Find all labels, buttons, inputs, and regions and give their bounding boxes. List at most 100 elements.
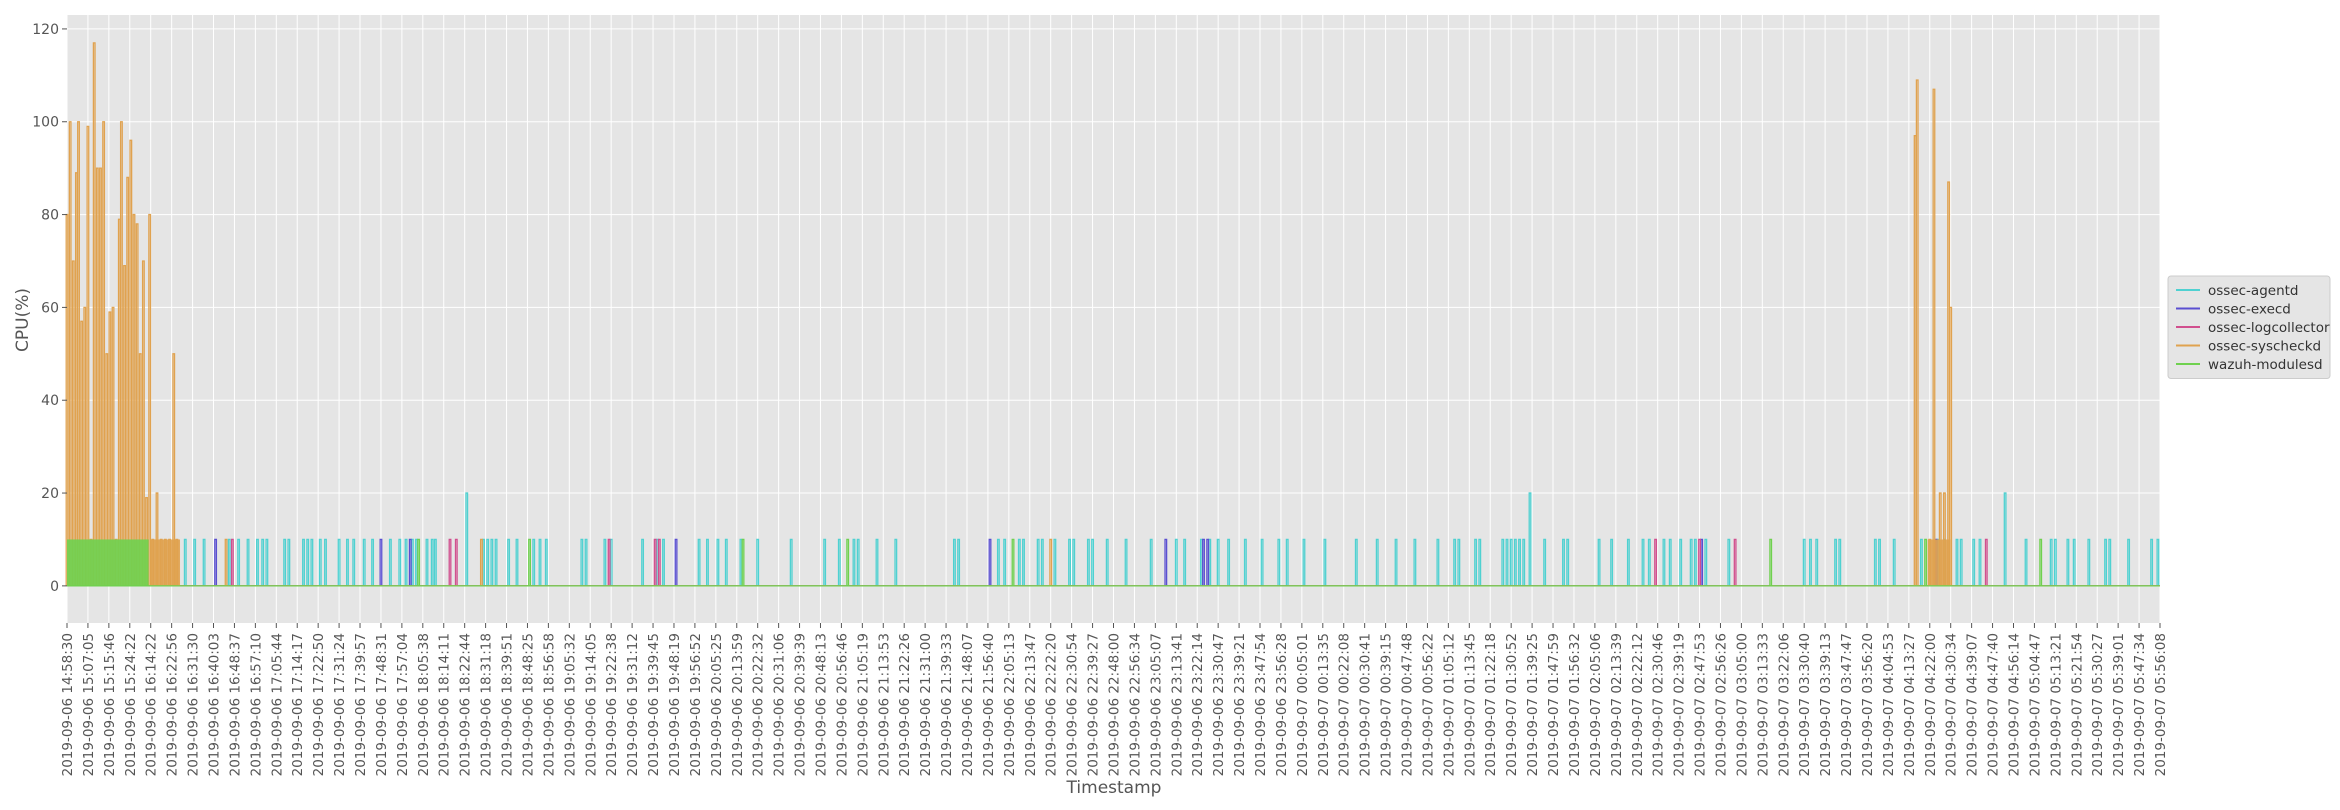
data-point xyxy=(1924,538,1928,586)
y-tick-label: 100 xyxy=(32,115,59,131)
data-point xyxy=(584,538,588,586)
data-point xyxy=(1354,538,1358,586)
x-tick-label: 2019-09-06 20:48:13 xyxy=(813,633,829,776)
data-point xyxy=(515,538,519,586)
x-tick-label: 2019-09-06 16:22:56 xyxy=(165,633,181,776)
data-point xyxy=(83,306,87,586)
x-tick-label: 2019-09-06 21:48:07 xyxy=(960,633,976,776)
x-tick-label: 2019-09-06 23:39:21 xyxy=(1232,633,1248,776)
data-point xyxy=(1436,538,1440,586)
data-point xyxy=(119,121,123,586)
x-tick-label: 2019-09-07 00:05:01 xyxy=(1295,633,1311,776)
data-point xyxy=(1919,538,1923,586)
x-tick-label: 2019-09-06 22:13:47 xyxy=(1023,633,1039,776)
data-point xyxy=(1689,538,1693,586)
data-point xyxy=(756,538,760,586)
data-point xyxy=(957,538,961,586)
data-point xyxy=(1216,538,1220,586)
x-tick-label: 2019-09-07 05:21:54 xyxy=(2069,633,2085,776)
data-point xyxy=(1928,538,1932,586)
data-point xyxy=(1959,538,1963,586)
data-point xyxy=(1017,538,1021,586)
data-point xyxy=(697,538,701,586)
data-point xyxy=(674,538,678,586)
data-point xyxy=(653,538,657,586)
x-tick-label: 2019-09-07 01:39:25 xyxy=(1525,633,1541,776)
data-point xyxy=(337,538,341,586)
data-point xyxy=(716,538,720,586)
data-point xyxy=(163,538,167,586)
x-tick-label: 2019-09-06 20:13:59 xyxy=(730,633,746,776)
x-tick-label: 2019-09-06 15:24:22 xyxy=(123,633,139,776)
data-point xyxy=(507,538,511,586)
x-tick-label: 2019-09-07 01:05:12 xyxy=(1441,633,1457,776)
data-point xyxy=(1834,538,1838,586)
data-point xyxy=(952,538,956,586)
y-tick-label: 20 xyxy=(41,486,59,502)
data-point xyxy=(2049,538,2053,586)
x-tick-label: 2019-09-06 18:14:11 xyxy=(437,633,453,776)
data-point xyxy=(1505,538,1509,586)
data-point xyxy=(1164,538,1168,586)
data-point xyxy=(1053,538,1057,586)
x-tick-label: 2019-09-06 19:56:52 xyxy=(688,633,704,776)
x-tick-label: 2019-09-07 04:47:40 xyxy=(1986,633,2002,776)
x-tick-label: 2019-09-07 04:56:14 xyxy=(2006,633,2022,776)
data-point xyxy=(2104,538,2108,586)
x-tick-label: 2019-09-06 21:05:19 xyxy=(855,633,871,776)
data-point xyxy=(1679,538,1683,586)
data-point xyxy=(1733,538,1737,586)
data-point xyxy=(155,492,159,586)
x-tick-label: 2019-09-06 21:31:00 xyxy=(918,633,934,776)
legend-label: ossec-agentd xyxy=(2208,283,2299,299)
legend-label: ossec-syscheckd xyxy=(2208,339,2321,355)
data-point xyxy=(1809,538,1812,586)
data-point xyxy=(1040,538,1044,586)
data-point xyxy=(388,538,392,586)
data-point xyxy=(1955,538,1959,586)
data-point xyxy=(302,538,305,586)
data-point xyxy=(486,538,490,586)
data-point xyxy=(71,260,75,586)
x-tick-label: 2019-09-06 23:30:47 xyxy=(1211,633,1227,776)
data-point xyxy=(2087,538,2091,586)
data-point xyxy=(310,538,314,586)
x-tick-label: 2019-09-07 05:47:34 xyxy=(2132,633,2148,776)
data-point xyxy=(1727,538,1731,586)
x-tick-label: 2019-09-07 03:30:40 xyxy=(1797,633,1813,776)
x-tick-label: 2019-09-06 21:13:53 xyxy=(876,633,892,776)
data-point xyxy=(102,121,106,586)
data-point xyxy=(1022,538,1025,586)
x-tick-label: 2019-09-06 19:48:19 xyxy=(667,633,683,776)
data-point xyxy=(1528,492,1532,586)
x-tick-label: 2019-09-06 18:05:38 xyxy=(416,633,432,776)
data-point xyxy=(362,538,366,586)
data-point xyxy=(580,538,584,586)
x-tick-label: 2019-09-06 16:31:30 xyxy=(186,633,202,776)
data-point xyxy=(151,538,155,586)
data-point xyxy=(1878,538,1881,586)
data-point xyxy=(823,538,827,586)
x-tick-label: 2019-09-06 22:22:20 xyxy=(1044,633,1060,776)
x-tick-label: 2019-09-07 01:56:32 xyxy=(1567,633,1583,776)
data-point xyxy=(172,353,176,586)
data-point xyxy=(1873,538,1877,586)
x-tick-label: 2019-09-06 23:13:41 xyxy=(1169,633,1185,776)
data-point xyxy=(532,538,536,586)
data-point xyxy=(237,538,241,586)
x-tick-label: 2019-09-07 02:30:46 xyxy=(1651,633,1667,776)
data-point xyxy=(1478,538,1482,586)
data-point xyxy=(1938,492,1942,586)
data-point xyxy=(86,125,90,586)
x-tick-label: 2019-09-06 20:22:32 xyxy=(751,633,767,776)
data-point xyxy=(1610,538,1614,586)
data-point xyxy=(99,167,102,586)
x-tick-label: 2019-09-06 17:31:24 xyxy=(332,633,348,776)
data-point xyxy=(1892,538,1896,586)
x-tick-label: 2019-09-06 17:48:31 xyxy=(374,633,390,776)
data-point xyxy=(1932,88,1936,586)
y-tick-label: 0 xyxy=(50,579,59,595)
data-point xyxy=(111,306,115,586)
data-point xyxy=(1838,538,1842,586)
data-point xyxy=(132,213,136,586)
